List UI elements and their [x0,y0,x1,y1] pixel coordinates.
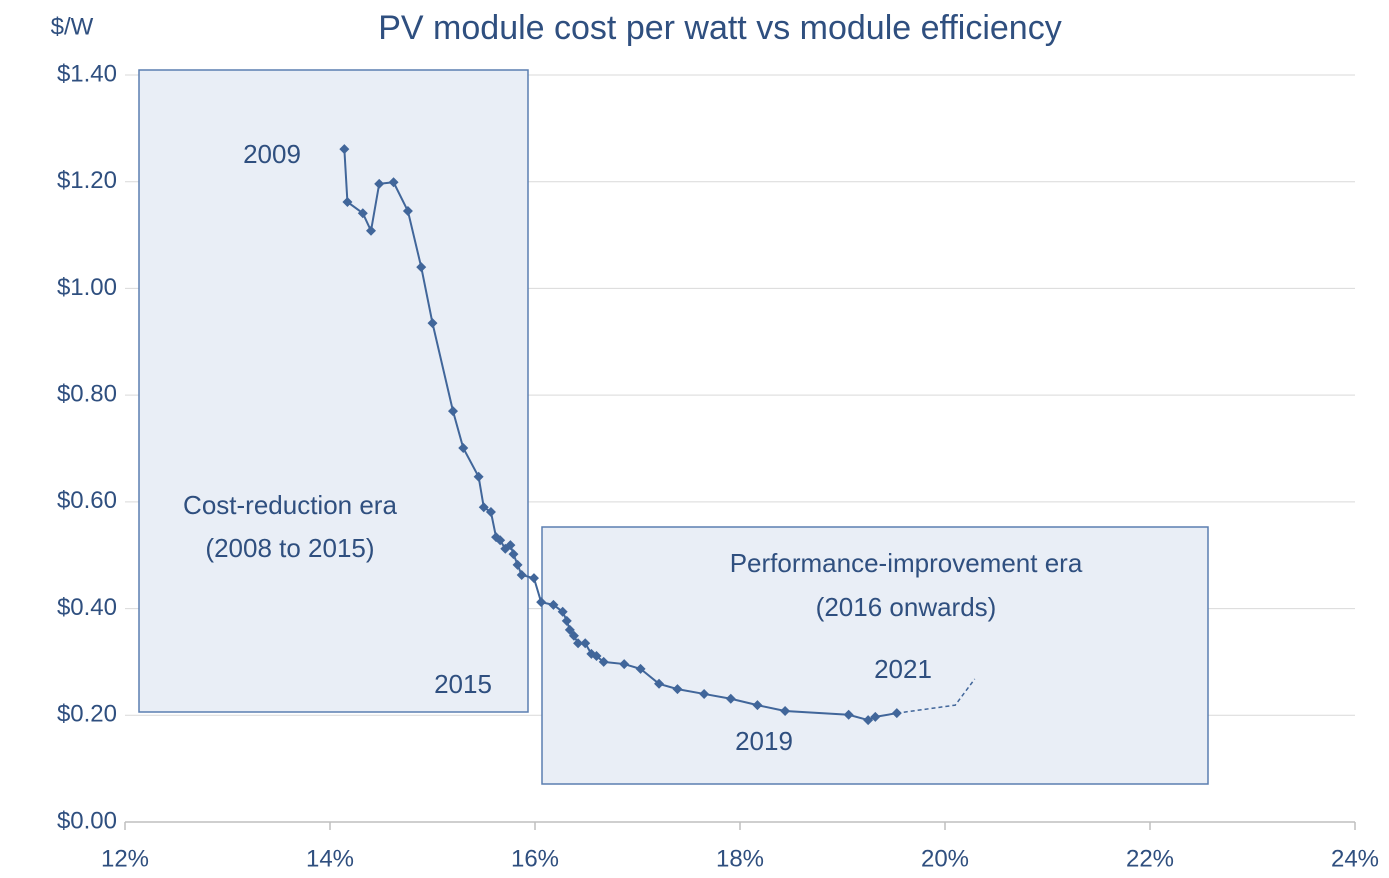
y-tick-label: $0.00 [57,807,117,834]
annotation: 2009 [243,139,301,169]
data-point [573,638,584,649]
data-point [591,651,602,662]
x-tick-label: 16% [511,845,559,872]
annotation: (2008 to 2015) [205,533,374,563]
data-point [374,178,385,189]
x-tick-label: 18% [716,845,764,872]
data-point [416,262,427,273]
x-tick-label: 14% [306,845,354,872]
data-point [654,678,665,689]
y-tick-label: $0.80 [57,380,117,407]
annotation: (2016 onwards) [816,592,997,622]
x-tick-label: 24% [1331,845,1379,872]
data-point [619,659,630,670]
x-tick-label: 20% [921,845,969,872]
data-point [561,615,572,626]
data-point [752,700,763,711]
data-point [473,471,484,482]
data-point [528,573,539,584]
data-point [339,144,350,155]
data-point [485,506,496,517]
data-point [780,706,791,717]
data-point [427,318,438,329]
data-point [516,569,527,580]
annotation: Performance-improvement era [730,548,1083,578]
chart-title: PV module cost per watt vs module effici… [378,9,1061,47]
plot [339,144,976,726]
annotation: 2015 [434,669,492,699]
y-tick-label: $0.60 [57,487,117,514]
data-point [568,630,579,641]
x-tick-label: 22% [1126,845,1174,872]
y-tick-label: $1.00 [57,274,117,301]
data-point [699,688,710,699]
era-box [541,526,1209,785]
data-point [508,549,519,560]
y-tick-label: $1.40 [57,60,117,87]
data-point [448,406,458,417]
data-point [557,606,568,617]
data-point [672,684,683,695]
y-tick-label: $0.40 [57,594,117,621]
data-point [870,711,881,722]
data-point [478,502,489,513]
data-point [458,442,469,453]
data-point [357,208,368,219]
data-point [505,540,516,551]
data-point [863,715,874,726]
x-tick-label: 12% [101,845,149,872]
y-axis-label: $/W [51,13,94,40]
data-point [342,196,353,207]
data-point [536,597,547,608]
data-point [725,693,736,704]
data-point [495,535,506,546]
annotation: Cost-reduction era [183,490,397,520]
data-point [388,177,399,188]
data-point [512,559,523,570]
data-point [598,656,609,667]
projection-line [896,678,976,714]
y-tick-label: $0.20 [57,701,117,728]
data-point [402,206,413,217]
y-tick-label: $1.20 [57,167,117,194]
annotation: 2019 [735,726,793,756]
data-point [580,638,591,649]
data-point [366,225,376,236]
data-point [843,709,854,720]
data-point [635,663,646,674]
data-point [548,599,559,610]
annotation: 2021 [874,654,932,684]
era-box [138,69,529,713]
